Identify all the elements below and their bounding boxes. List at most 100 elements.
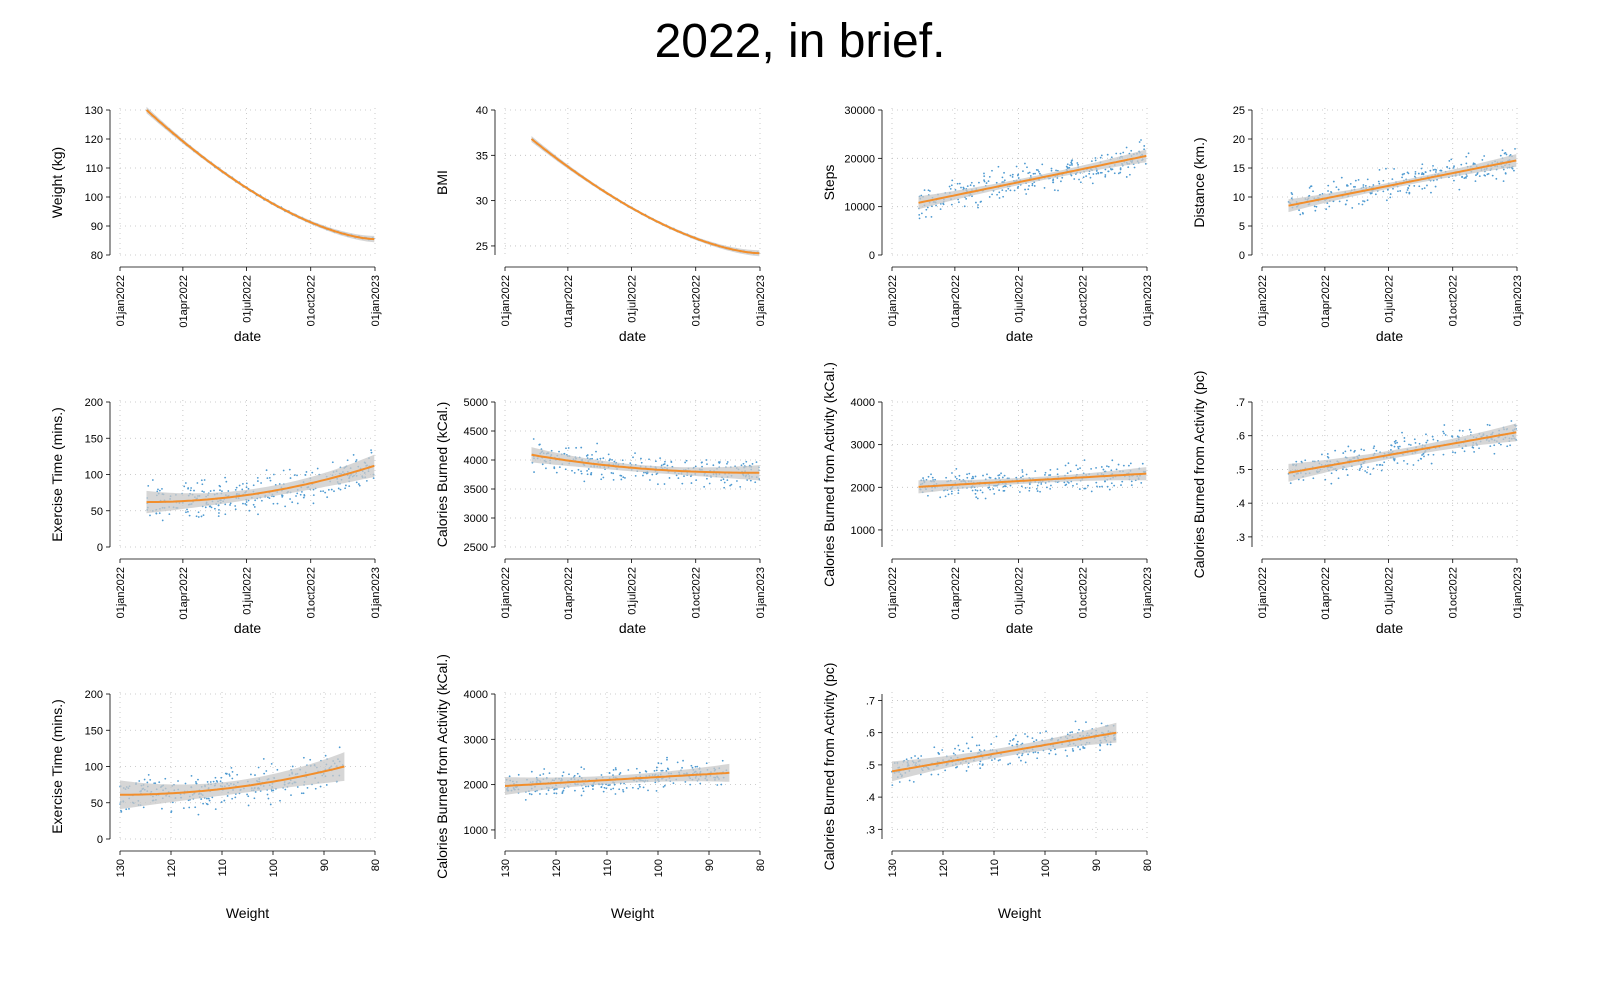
data-point <box>1385 199 1388 202</box>
data-point <box>289 477 292 479</box>
x-tick-label: 01jan2022 <box>887 275 899 326</box>
data-point <box>1069 731 1072 734</box>
data-point <box>1430 191 1432 194</box>
data-point <box>600 478 603 481</box>
data-point <box>987 180 990 183</box>
data-point <box>954 747 956 750</box>
x-tick-label: 01oct2022 <box>691 567 703 618</box>
data-point <box>281 495 284 498</box>
data-point <box>1031 737 1034 740</box>
data-point <box>1429 169 1432 172</box>
data-point <box>326 496 329 499</box>
data-point <box>225 480 228 483</box>
data-point <box>950 184 953 187</box>
x-tick-label: 01jul2022 <box>626 275 638 323</box>
data-point <box>651 473 654 476</box>
data-point <box>1391 178 1394 181</box>
data-point <box>1039 732 1042 734</box>
data-point <box>1045 730 1047 733</box>
y-tick-label: 40 <box>476 105 488 117</box>
data-point <box>229 504 231 506</box>
data-point <box>203 491 205 493</box>
data-point <box>988 175 991 178</box>
data-point <box>1052 181 1054 184</box>
data-point <box>365 479 368 482</box>
data-point <box>330 488 333 491</box>
data-point <box>1053 189 1056 192</box>
data-point <box>596 442 599 445</box>
data-point <box>1008 742 1011 745</box>
data-point <box>990 743 993 745</box>
data-point <box>1366 199 1369 202</box>
y-axis-label: Distance (km.) <box>1191 137 1207 227</box>
data-point <box>1025 193 1028 195</box>
data-point <box>1382 190 1385 193</box>
y-tick-label: .7 <box>866 695 875 707</box>
confidence-band <box>146 454 375 514</box>
x-tick-label: 01jan2023 <box>1142 275 1154 326</box>
data-point <box>1050 167 1053 170</box>
data-point <box>1509 154 1512 156</box>
data-point <box>1414 172 1417 175</box>
y-axis-label: Exercise Time (mins.) <box>49 407 65 542</box>
data-point <box>158 512 161 515</box>
data-point <box>937 752 940 755</box>
data-point <box>981 763 984 766</box>
data-point <box>183 485 186 488</box>
data-point <box>1401 176 1403 179</box>
data-point <box>1054 753 1057 756</box>
data-point <box>1024 733 1026 735</box>
data-point <box>1327 190 1329 192</box>
data-point <box>1452 166 1455 169</box>
data-point <box>185 511 187 514</box>
y-tick-label: 200 <box>85 397 103 409</box>
data-point <box>729 484 732 487</box>
data-point <box>1513 169 1515 172</box>
data-point <box>1486 173 1489 176</box>
data-point <box>168 513 171 516</box>
data-point <box>1448 167 1451 170</box>
data-point <box>580 470 582 473</box>
data-point <box>1483 155 1486 157</box>
data-point <box>218 484 221 487</box>
data-point <box>1024 761 1027 764</box>
x-tick-label: 01oct2022 <box>1448 275 1460 326</box>
data-point <box>1378 182 1381 185</box>
fit-line <box>530 138 760 255</box>
x-tick-label: 01oct2022 <box>691 275 703 326</box>
data-point <box>1035 169 1038 171</box>
y-axis-label: BMI <box>434 170 450 195</box>
data-point <box>1016 187 1019 189</box>
data-point <box>965 770 968 772</box>
data-point <box>196 482 199 484</box>
data-point <box>372 477 375 480</box>
data-point <box>1511 167 1514 170</box>
data-point <box>610 472 613 474</box>
y-axis-label: Steps <box>821 165 837 201</box>
data-point <box>1299 213 1302 216</box>
data-point <box>1389 196 1392 199</box>
data-point <box>1027 172 1030 175</box>
data-point <box>624 477 626 479</box>
data-point <box>1434 168 1436 171</box>
y-tick-label: 25 <box>476 241 488 253</box>
x-tick-label: 01oct2022 <box>306 567 318 618</box>
data-point <box>357 483 360 485</box>
data-point <box>1372 184 1375 186</box>
data-point <box>730 483 733 486</box>
data-point <box>701 465 703 468</box>
data-point <box>1104 168 1107 171</box>
data-point <box>966 185 969 188</box>
fit-line <box>146 464 375 504</box>
data-point <box>204 506 207 509</box>
data-point <box>355 459 358 461</box>
data-point <box>1312 190 1314 193</box>
data-point <box>1458 188 1461 191</box>
data-point <box>567 447 570 449</box>
data-point <box>1032 172 1035 175</box>
data-point <box>337 487 340 490</box>
data-point <box>930 215 933 218</box>
data-point <box>1020 759 1022 762</box>
data-point <box>203 479 206 481</box>
